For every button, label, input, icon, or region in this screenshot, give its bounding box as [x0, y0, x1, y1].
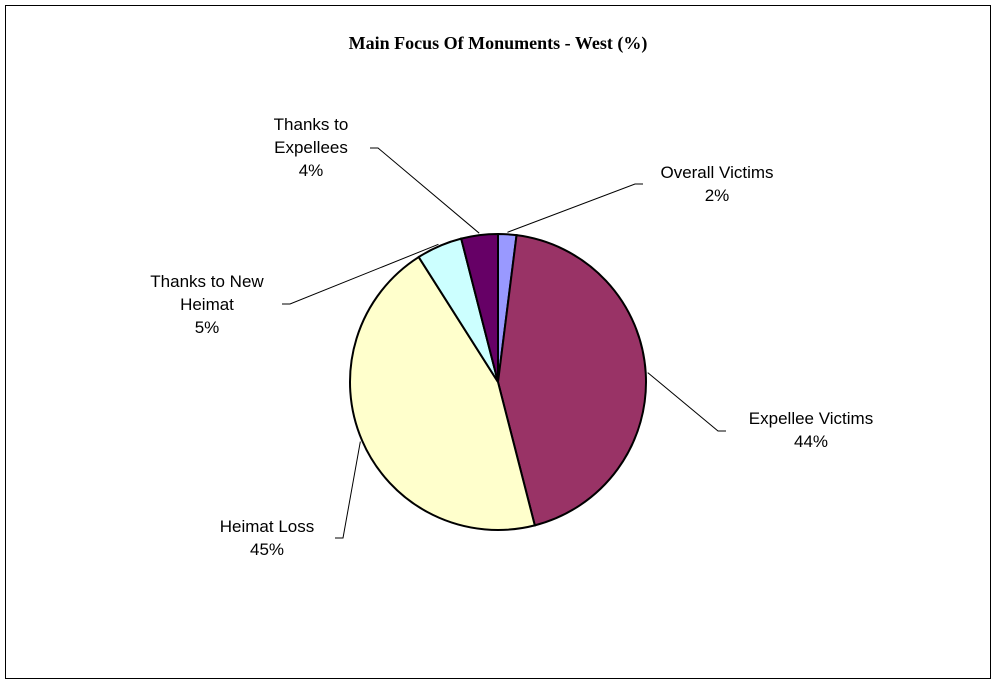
- category-label: Heimat Loss: [219, 517, 315, 536]
- value-label: 5%: [194, 318, 220, 337]
- slice-label: Overall Victims 2%: [637, 161, 797, 207]
- slice-label: Thanks to Expellees 4%: [256, 113, 366, 182]
- value-label: 44%: [793, 432, 829, 451]
- slice-label: Heimat Loss 45%: [197, 515, 337, 561]
- value-label: 45%: [249, 540, 285, 559]
- category-label: Expellee Victims: [748, 409, 874, 428]
- leader-line: [647, 372, 726, 432]
- category-label: Thanks to Expellees: [273, 115, 349, 157]
- chart-title: Main Focus Of Monuments - West (%): [349, 33, 648, 54]
- slice-label: Thanks to New Heimat 5%: [145, 270, 270, 339]
- category-label: Thanks to New Heimat: [150, 272, 264, 314]
- leader-line: [507, 183, 643, 233]
- leader-line: [282, 243, 439, 305]
- leader-line: [370, 147, 480, 234]
- value-label: 2%: [704, 186, 730, 205]
- leader-line: [335, 441, 361, 539]
- slice-label: Expellee Victims 44%: [731, 407, 891, 453]
- value-label: 4%: [298, 161, 324, 180]
- pie-slice: [349, 255, 537, 531]
- pie-slice: [496, 234, 647, 527]
- category-label: Overall Victims: [660, 163, 774, 182]
- pie-slice: [459, 232, 499, 383]
